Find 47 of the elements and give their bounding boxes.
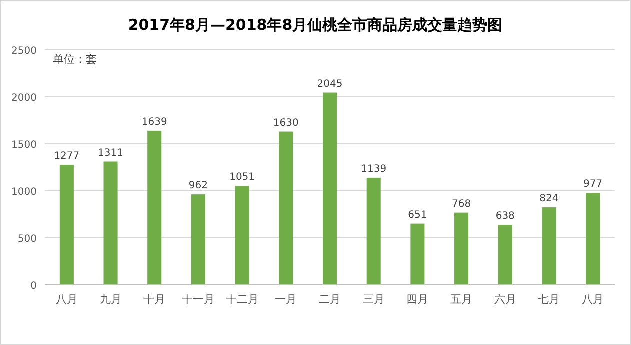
x-tick-label: 八月 xyxy=(56,293,78,306)
bar xyxy=(60,164,74,285)
bar xyxy=(542,208,556,285)
x-tick-label: 十月 xyxy=(144,293,166,306)
y-tick-label: 2500 xyxy=(12,46,37,57)
data-label: 2045 xyxy=(317,78,343,90)
y-tick-label: 2000 xyxy=(12,93,37,104)
data-label: 768 xyxy=(452,198,472,210)
bar xyxy=(104,162,118,285)
data-label: 638 xyxy=(496,211,515,222)
x-tick-label: 九月 xyxy=(100,293,122,306)
x-tick-label: 八月 xyxy=(582,293,604,306)
x-tick-label: 五月 xyxy=(450,293,473,306)
annotation: 单位：套 xyxy=(53,53,97,66)
bar xyxy=(322,92,338,285)
x-tick-label: 四月 xyxy=(406,293,429,306)
bar xyxy=(191,194,206,285)
data-label: 1277 xyxy=(54,150,80,162)
bar xyxy=(235,186,250,285)
bar xyxy=(366,178,381,285)
bar xyxy=(279,132,294,285)
bar xyxy=(498,225,512,285)
y-tick-label: 500 xyxy=(18,234,37,245)
y-tick-label: 1000 xyxy=(12,187,37,198)
x-tick-label: 十二月 xyxy=(226,293,259,306)
data-label: 977 xyxy=(584,179,603,190)
data-label: 1630 xyxy=(273,118,299,129)
bar xyxy=(148,130,162,285)
data-label: 1639 xyxy=(142,116,168,128)
data-label: 1311 xyxy=(98,148,124,159)
data-label: 651 xyxy=(408,210,428,221)
x-tick-label: 一月 xyxy=(275,293,298,306)
bar xyxy=(454,212,469,285)
x-tick-label: 七月 xyxy=(538,293,560,306)
data-label: 962 xyxy=(188,180,208,192)
bar xyxy=(586,193,600,285)
chart-title: 2017年8月—2018年8月仙桃全市商品房成交量趋势图 xyxy=(128,16,503,34)
y-tick-label: 0 xyxy=(30,281,37,292)
y-tick-label: 1500 xyxy=(12,140,37,151)
data-label: 824 xyxy=(540,194,559,205)
x-tick-label: 十一月 xyxy=(182,293,215,306)
x-tick-label: 二月 xyxy=(319,293,341,306)
data-label: 1139 xyxy=(361,164,387,175)
x-tick-label: 三月 xyxy=(362,293,385,306)
x-tick-label: 六月 xyxy=(494,293,516,306)
data-label: 1051 xyxy=(230,172,256,184)
bar xyxy=(410,224,425,285)
